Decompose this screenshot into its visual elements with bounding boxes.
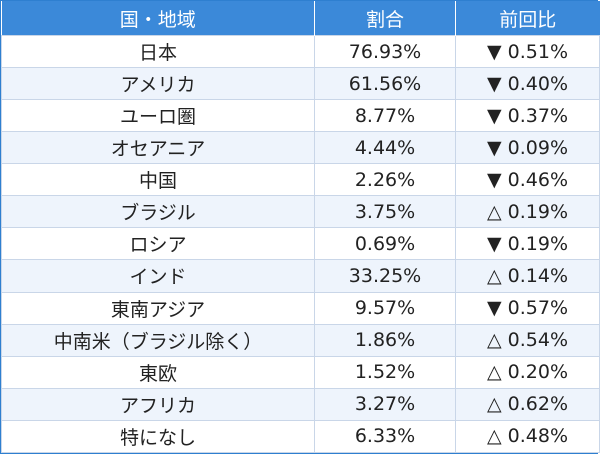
region-cell: 中南米（ブラジル除く）	[1, 323, 315, 357]
region-cell: ユーロ圏	[1, 99, 315, 133]
table-row: 日本 76.93% ▼ 0.51%	[1, 34, 600, 69]
ratio-cell: 3.75%	[314, 195, 456, 229]
ratio-cell: 4.44%	[314, 131, 456, 165]
change-cell: △ 0.20%	[455, 355, 600, 389]
table-header-row: 国・地域 割合 前回比	[1, 1, 600, 36]
change-cell: ▼ 0.40%	[455, 67, 600, 101]
table-row: 東欧 1.52% △ 0.20%	[1, 355, 600, 389]
change-cell: ▼ 0.57%	[455, 291, 600, 325]
table-row: 東南アジア 9.57% ▼ 0.57%	[1, 291, 600, 325]
ratio-cell: 76.93%	[314, 34, 456, 69]
table-row: ブラジル 3.75% △ 0.19%	[1, 195, 600, 229]
change-cell: ▼ 0.51%	[455, 34, 600, 69]
region-cell: アメリカ	[1, 67, 315, 101]
table-row: アメリカ 61.56% ▼ 0.40%	[1, 67, 600, 101]
header-change: 前回比	[455, 1, 600, 36]
ratio-cell: 1.86%	[314, 323, 456, 357]
ratio-cell: 0.69%	[314, 227, 456, 261]
ratio-cell: 61.56%	[314, 67, 456, 101]
table-row: アフリカ 3.27% △ 0.62%	[1, 387, 600, 421]
ratio-cell: 8.77%	[314, 99, 456, 133]
header-region: 国・地域	[1, 1, 315, 36]
ratio-cell: 9.57%	[314, 291, 456, 325]
change-cell: △ 0.19%	[455, 195, 600, 229]
region-cell: ブラジル	[1, 195, 315, 229]
change-cell: △ 0.62%	[455, 387, 600, 421]
table-row: 中国 2.26% ▼ 0.46%	[1, 163, 600, 197]
ratio-cell: 33.25%	[314, 259, 456, 293]
table-row: 中南米（ブラジル除く） 1.86% △ 0.54%	[1, 323, 600, 357]
header-ratio: 割合	[314, 1, 456, 36]
region-cell: 日本	[1, 34, 315, 69]
region-cell: ロシア	[1, 227, 315, 261]
change-cell: △ 0.48%	[455, 419, 600, 454]
region-cell: 東欧	[1, 355, 315, 389]
change-cell: ▼ 0.19%	[455, 227, 600, 261]
region-cell: 東南アジア	[1, 291, 315, 325]
ratio-cell: 1.52%	[314, 355, 456, 389]
change-cell: △ 0.54%	[455, 323, 600, 357]
table-row: オセアニア 4.44% ▼ 0.09%	[1, 131, 600, 165]
ratio-cell: 2.26%	[314, 163, 456, 197]
ratio-cell: 6.33%	[314, 419, 456, 454]
region-cell: アフリカ	[1, 387, 315, 421]
region-cell: オセアニア	[1, 131, 315, 165]
change-cell: ▼ 0.46%	[455, 163, 600, 197]
region-cell: 中国	[1, 163, 315, 197]
region-cell: インド	[1, 259, 315, 293]
ratio-cell: 3.27%	[314, 387, 456, 421]
region-cell: 特になし	[1, 419, 315, 454]
table-row: ユーロ圏 8.77% ▼ 0.37%	[1, 99, 600, 133]
change-cell: ▼ 0.37%	[455, 99, 600, 133]
table-row: 特になし 6.33% △ 0.48%	[1, 419, 600, 454]
table-row: インド 33.25% △ 0.14%	[1, 259, 600, 293]
table-row: ロシア 0.69% ▼ 0.19%	[1, 227, 600, 261]
change-cell: △ 0.14%	[455, 259, 600, 293]
change-cell: ▼ 0.09%	[455, 131, 600, 165]
